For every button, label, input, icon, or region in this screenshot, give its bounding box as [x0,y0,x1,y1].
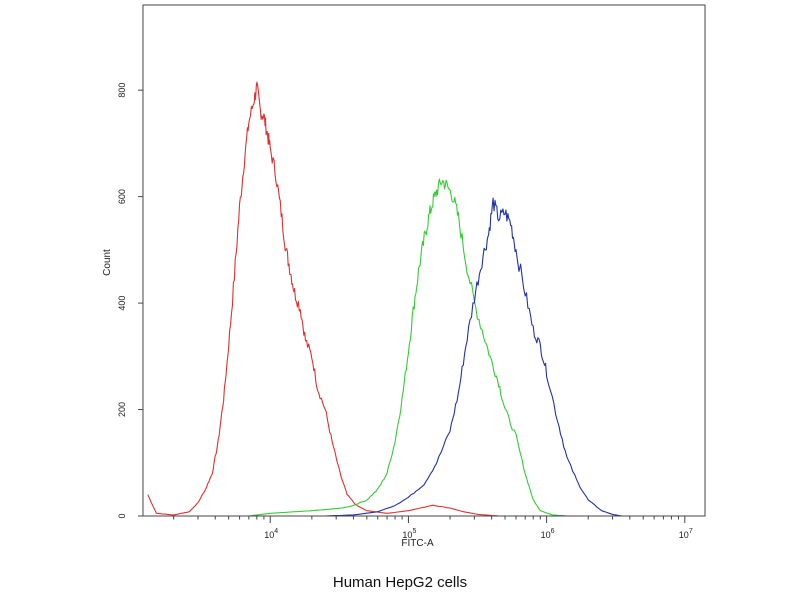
y-tick-label: 0 [117,513,127,518]
y-axis-label: Count [102,249,113,276]
series-lines [147,81,622,517]
x-tick-label: 105 [402,528,416,540]
figure-caption: Human HepG2 cells [332,574,468,591]
plot-frame [142,4,706,517]
x-tick-label: 107 [679,528,693,540]
y-tick-label: 800 [117,83,127,98]
histogram-series-line [248,178,567,517]
histogram-series-line [147,81,499,517]
y-tick-label: 200 [117,402,127,417]
y-tick-label: 600 [117,189,127,204]
y-tick-labels: 0 200 400 600 800 [117,83,127,519]
x-tick-label: 106 [541,528,555,540]
x-tick-labels: 104 105 106 107 [264,528,693,540]
x-tick-label: 104 [264,528,278,540]
x-axis-label: FITC-A [401,538,434,549]
tick-marks [138,89,686,523]
y-tick-label: 400 [117,296,127,311]
histogram-series-line [325,197,622,517]
